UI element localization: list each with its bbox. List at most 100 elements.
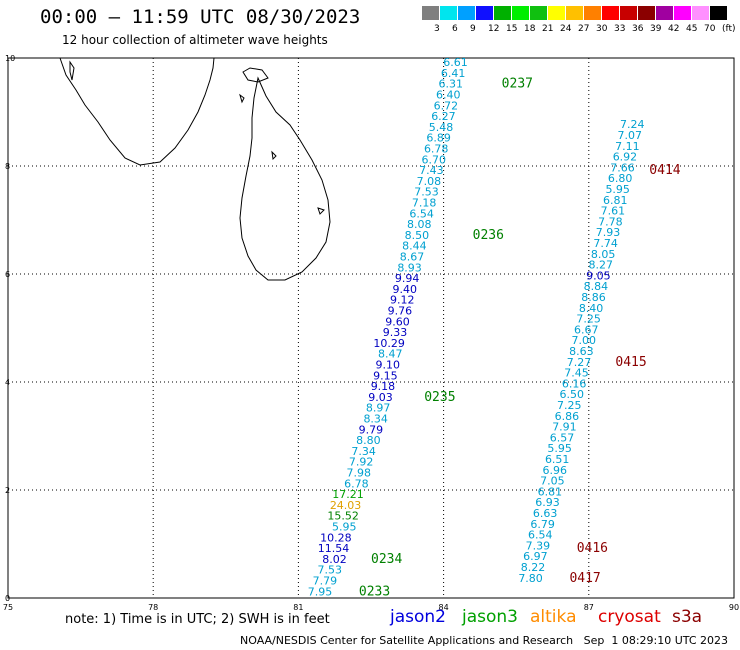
pass-time-label: 0235 [424, 390, 455, 405]
wave-height-value: 8.80 [356, 434, 381, 447]
wave-height-value: 6.50 [559, 388, 584, 401]
wave-height-value: 7.45 [564, 367, 589, 380]
color-scale-label: 18 [524, 24, 536, 34]
color-swatch [476, 6, 493, 20]
lon-tick-label: 87 [584, 603, 594, 612]
pass-labels: 0233 0234 0235 0236 0237 0417 0416 0415 0414 [359, 77, 681, 600]
wave-height-value: 7.25 [557, 399, 582, 412]
pass-time-label: 0234 [371, 552, 402, 567]
wave-height-value: 6.92 [613, 151, 638, 164]
wave-height-value: 7.95 [308, 585, 333, 598]
altimeter-tracks: 7.957.797.538.0211.5410.285.9515.5224.03… [308, 56, 645, 598]
wave-height-value: 7.98 [347, 467, 372, 480]
map-subtitle: 12 hour collection of altimeter wave hei… [62, 33, 328, 47]
wave-height-value: 7.74 [593, 237, 618, 250]
lat-tick-label: 6 [5, 270, 10, 279]
wave-height-value: 7.34 [351, 445, 376, 458]
pass-time-label: 0415 [615, 355, 646, 370]
color-swatch [638, 6, 655, 20]
color-swatch [512, 6, 529, 20]
color-scale-label: 12 [488, 24, 500, 34]
mission-jason2: jason2 [390, 607, 446, 627]
color-swatch [494, 6, 511, 20]
wave-height-value: 7.18 [412, 197, 437, 210]
color-swatch [458, 6, 475, 20]
color-scale-label: 33 [614, 24, 626, 34]
lat-tick-label: 8 [5, 162, 10, 171]
wave-height-value: 8.93 [397, 261, 422, 274]
pass-time-label: 0416 [577, 541, 608, 556]
color-swatch [692, 6, 709, 20]
wave-height-value: 10.28 [320, 531, 352, 544]
wave-height-value: 6.27 [431, 110, 456, 123]
wave-height-value: 9.03 [368, 391, 393, 404]
color-scale-label: (ft) [722, 24, 736, 34]
wave-height-value: 7.61 [601, 205, 626, 218]
wave-height-value: 8.08 [407, 218, 432, 231]
color-scale-label: 45 [686, 24, 698, 34]
lon-tick-label: 75 [3, 603, 13, 612]
lon-tick-label: 81 [293, 603, 303, 612]
wave-height-value: 7.24 [620, 118, 645, 131]
wave-height-value: 8.34 [363, 413, 388, 426]
wave-height-value: 9.60 [385, 315, 410, 328]
wave-height-value: 8.44 [402, 240, 427, 253]
wave-height-value: 9.12 [390, 294, 415, 307]
wave-height-value: 8.67 [400, 251, 425, 264]
wave-height-value: 8.50 [405, 229, 430, 242]
note-text: note: 1) Time is in UTC; 2) SWH is in fe… [65, 612, 330, 627]
wave-height-value: 7.91 [552, 421, 577, 434]
wave-height-value: 8.86 [581, 291, 606, 304]
lat-tick-label: 2 [5, 486, 10, 495]
lat-tick-label: 10 [5, 54, 15, 63]
wave-height-value: 6.72 [434, 99, 459, 112]
wave-height-value: 7.00 [572, 334, 597, 347]
color-scale-label: 39 [650, 24, 662, 34]
wave-height-value: 7.78 [598, 215, 623, 228]
lat-lon-grid: 75 78 81 84 87 90 0 2 4 6 8 10 [3, 54, 739, 612]
wave-height-value: 6.86 [555, 410, 580, 423]
mission-altika: altika [530, 607, 577, 627]
wave-height-value: 7.93 [596, 226, 621, 239]
wave-height-value: 7.43 [419, 164, 444, 177]
color-swatch [422, 6, 439, 20]
islet-2 [239, 93, 245, 104]
wave-height-value: 7.79 [313, 575, 338, 588]
color-scale-label: 27 [578, 24, 590, 34]
color-swatch [584, 6, 601, 20]
wave-height-value: 9.15 [373, 369, 398, 382]
color-scale-label: 21 [542, 24, 554, 34]
mission-s3a: s3a [672, 607, 703, 627]
wave-height-value: 9.94 [395, 272, 420, 285]
wave-height-value: 8.40 [579, 302, 604, 315]
color-swatch [602, 6, 619, 20]
color-swatch [674, 6, 691, 20]
color-scale-label: 42 [668, 24, 680, 34]
wave-height-value: 8.84 [584, 280, 609, 293]
lat-tick-label: 0 [5, 594, 10, 603]
map-frame [7, 57, 735, 599]
wave-height-value: 8.05 [591, 248, 616, 261]
jaffna-peninsula [242, 67, 269, 83]
wave-height-value: 5.95 [547, 442, 572, 455]
wave-height-value: 8.47 [378, 348, 403, 361]
wave-height-value: 8.63 [569, 345, 594, 358]
wave-height-value: 8.97 [366, 402, 391, 415]
wave-height-value: 7.80 [518, 572, 543, 585]
map-title: 00:00 – 11:59 UTC 08/30/2023 [40, 6, 361, 28]
wave-height-value: 6.89 [426, 132, 451, 145]
islet-3 [271, 150, 277, 161]
wave-height-value: 5.48 [429, 121, 454, 134]
wave-height-value: 15.52 [327, 510, 359, 523]
wave-height-value: 7.53 [414, 186, 439, 199]
wave-height-value: 7.05 [540, 475, 565, 488]
wave-height-value: 6.31 [438, 78, 463, 91]
wave-height-value: 6.41 [441, 67, 466, 80]
color-swatch [710, 6, 727, 20]
wave-height-value: 9.10 [376, 359, 401, 372]
color-scale-label: 24 [560, 24, 572, 34]
pass-time-label: 0414 [649, 163, 680, 178]
wave-height-value: 7.27 [567, 356, 592, 369]
